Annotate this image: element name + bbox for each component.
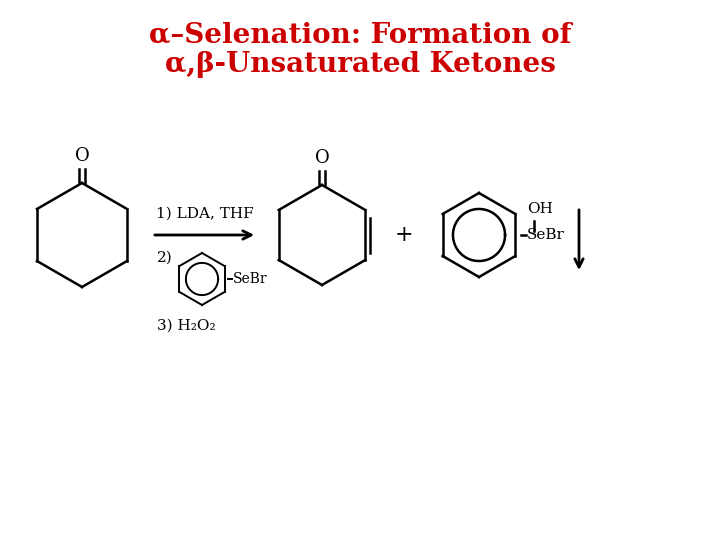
Text: 2): 2) bbox=[157, 251, 173, 265]
Text: α,β-Unsaturated Ketones: α,β-Unsaturated Ketones bbox=[165, 51, 555, 78]
Text: OH: OH bbox=[527, 202, 553, 216]
Text: O: O bbox=[315, 149, 329, 167]
Text: O: O bbox=[75, 147, 89, 165]
Text: SeBr: SeBr bbox=[233, 272, 268, 286]
Text: SeBr: SeBr bbox=[527, 228, 565, 242]
Text: α–Selenation: Formation of: α–Selenation: Formation of bbox=[149, 22, 571, 49]
Text: 3) H₂O₂: 3) H₂O₂ bbox=[157, 319, 215, 333]
Text: 1) LDA, THF: 1) LDA, THF bbox=[156, 207, 253, 221]
Text: +: + bbox=[395, 224, 413, 246]
